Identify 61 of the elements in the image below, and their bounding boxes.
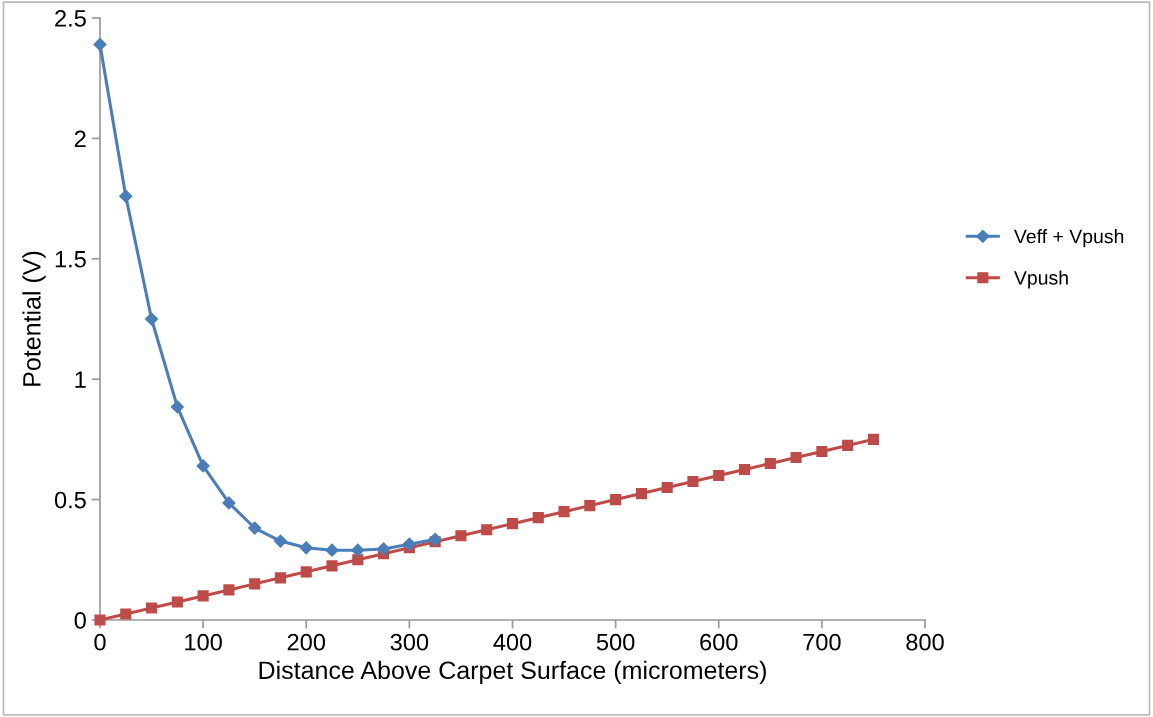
point bbox=[687, 475, 699, 488]
point bbox=[610, 494, 622, 506]
point bbox=[300, 566, 312, 578]
point bbox=[120, 608, 132, 620]
legend-label: Vpush bbox=[1014, 270, 1068, 289]
point bbox=[94, 614, 106, 626]
x-tick-label: 200 bbox=[287, 633, 326, 651]
point bbox=[816, 445, 828, 457]
x-tick-label: 800 bbox=[906, 633, 944, 651]
y-tick-label: 1.5 bbox=[55, 251, 86, 268]
point bbox=[274, 572, 287, 584]
y-tick-label: 0 bbox=[74, 612, 86, 629]
y-tick-label: 2 bbox=[74, 130, 86, 147]
point bbox=[661, 482, 673, 494]
point bbox=[171, 596, 183, 608]
point bbox=[249, 578, 261, 590]
point bbox=[351, 543, 365, 557]
point bbox=[790, 451, 802, 464]
y-axis-title: Potential (V) bbox=[22, 251, 46, 386]
point bbox=[842, 439, 854, 451]
y-tick-label: 2.5 bbox=[55, 10, 86, 27]
point bbox=[223, 584, 235, 596]
y-tick-label: 1 bbox=[75, 371, 86, 388]
point bbox=[428, 532, 442, 546]
point bbox=[506, 518, 519, 530]
point bbox=[532, 512, 544, 524]
x-tick-label: 600 bbox=[700, 633, 738, 651]
legend-label: Veff + Vpush bbox=[1014, 229, 1124, 248]
point bbox=[222, 496, 236, 510]
point bbox=[197, 590, 209, 602]
point bbox=[738, 463, 751, 476]
x-tick-label: 400 bbox=[493, 633, 532, 651]
point bbox=[93, 37, 107, 52]
point bbox=[558, 506, 570, 518]
point bbox=[352, 554, 364, 566]
x-tick-label: 300 bbox=[390, 633, 429, 651]
point bbox=[402, 537, 416, 551]
point bbox=[635, 488, 647, 500]
point bbox=[481, 524, 493, 536]
point bbox=[170, 400, 184, 414]
y-tick-label: 0.5 bbox=[54, 491, 86, 509]
x-axis-title: Distance Above Carpet Surface (micrometers) bbox=[259, 660, 766, 685]
x-tick-label: 500 bbox=[596, 633, 635, 651]
point bbox=[146, 602, 158, 614]
point bbox=[377, 542, 391, 556]
point bbox=[764, 457, 776, 470]
point bbox=[119, 189, 133, 203]
x-tick-label: 700 bbox=[803, 633, 841, 651]
x-tick-label: 100 bbox=[185, 633, 222, 651]
point bbox=[713, 469, 725, 482]
point bbox=[325, 543, 339, 557]
point bbox=[584, 500, 596, 512]
x-tick-label: 0 bbox=[94, 633, 106, 651]
point bbox=[144, 312, 159, 326]
point bbox=[455, 530, 467, 542]
point bbox=[299, 541, 313, 555]
point bbox=[273, 534, 288, 548]
point bbox=[248, 521, 262, 535]
point bbox=[326, 560, 338, 572]
point bbox=[867, 433, 879, 445]
point bbox=[196, 459, 210, 473]
